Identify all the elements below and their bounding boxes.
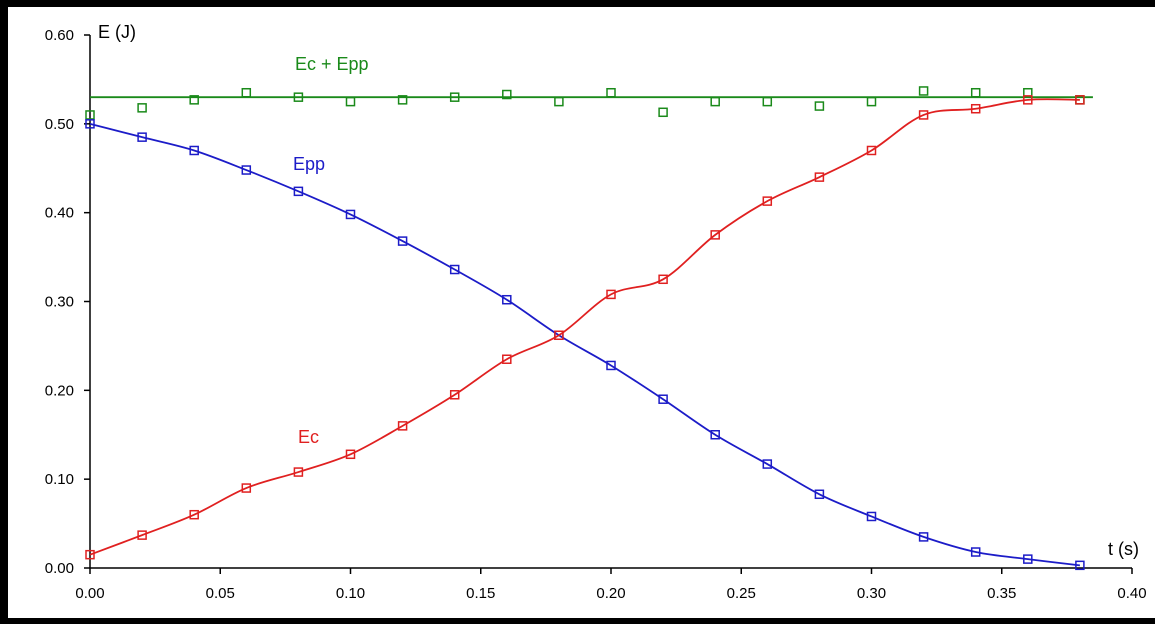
series-0-point xyxy=(1023,87,1033,98)
series-0-point xyxy=(85,110,95,120)
x-tick-label: 0.30 xyxy=(857,585,886,602)
y-tick-label: 0.60 xyxy=(45,27,74,44)
series-0-point xyxy=(658,107,668,118)
x-tick-label: 0.25 xyxy=(727,585,756,602)
series-0-point xyxy=(918,86,929,96)
series-2-point xyxy=(606,289,616,300)
series-1-point xyxy=(189,145,199,156)
series-layer xyxy=(85,86,1093,571)
x-tick-label: 0.40 xyxy=(1117,585,1146,602)
y-ticks: 0.00 0.10 0.20 0.30 0.40 0.50 0.60 xyxy=(45,27,90,577)
series-2 xyxy=(85,95,1085,560)
axes: 0.00 0.05 0.10 0.15 0.20 0.25 0.30 0.35 0.40 0.0… xyxy=(45,27,1147,602)
y-tick-label: 0.00 xyxy=(45,560,74,577)
series-1-point xyxy=(866,511,877,522)
series-1-point xyxy=(345,209,356,220)
series-2-point xyxy=(189,509,199,520)
series-2-point xyxy=(658,274,668,285)
series-1-fit-curve xyxy=(89,122,1081,567)
series-1-point xyxy=(293,186,304,197)
series-0 xyxy=(85,86,1093,120)
series-2-point xyxy=(970,103,981,114)
series-1 xyxy=(85,119,1085,571)
x-tick-label: 0.15 xyxy=(466,585,495,602)
series-0-point xyxy=(502,89,512,100)
series-2-point xyxy=(554,330,564,341)
y-tick-label: 0.30 xyxy=(45,294,74,311)
x-ticks: 0.00 0.05 0.10 0.15 0.20 0.25 0.30 0.35 0.40 xyxy=(75,568,1147,602)
series-2-point xyxy=(345,449,356,460)
series-2-point xyxy=(814,172,825,182)
series-0-point xyxy=(970,87,981,98)
series-1-point xyxy=(137,132,147,142)
series-2-point xyxy=(918,110,929,120)
series-1-point xyxy=(1023,554,1033,564)
series-1-point xyxy=(970,547,981,557)
series-2-point xyxy=(866,145,877,156)
y-tick-label: 0.50 xyxy=(45,116,74,133)
y-tick-label: 0.10 xyxy=(45,471,74,488)
series-2-point xyxy=(502,354,512,364)
series-1-point xyxy=(658,394,668,404)
series-2-point xyxy=(293,467,304,477)
x-tick-label: 0.20 xyxy=(596,585,625,602)
series-2-point xyxy=(449,390,460,400)
series-2-point xyxy=(710,230,720,240)
series-1-point xyxy=(710,430,720,440)
series-1-point xyxy=(241,165,252,175)
series-1-point xyxy=(918,532,929,542)
series-0-point xyxy=(345,96,356,107)
series-1-point xyxy=(397,236,408,246)
series-2-point xyxy=(137,530,147,540)
series-0-point xyxy=(449,92,460,102)
series-1-point xyxy=(762,459,773,469)
y-axis-title: E (J) xyxy=(98,22,136,42)
series-2-point xyxy=(1023,95,1033,105)
series-0-point xyxy=(241,87,252,98)
series-label-ec: Ec xyxy=(298,427,319,447)
series-label-epp: Epp xyxy=(293,154,325,174)
series-2-point xyxy=(85,549,95,560)
series-1-point xyxy=(85,119,95,129)
series-2-point xyxy=(762,196,773,206)
series-1-point xyxy=(502,294,512,305)
x-axis-title: t (s) xyxy=(1108,539,1139,559)
series-1-point xyxy=(814,489,825,500)
y-tick-label: 0.20 xyxy=(45,382,74,399)
series-2-point xyxy=(241,483,252,493)
series-0-point xyxy=(137,103,147,113)
series-2-fit-curve xyxy=(89,98,1080,556)
series-1-point xyxy=(606,360,616,371)
series-2-point xyxy=(1075,95,1085,105)
series-0-point xyxy=(293,92,304,102)
series-1-point xyxy=(1075,560,1085,571)
series-0-point xyxy=(554,96,564,107)
series-0-point xyxy=(762,96,773,107)
x-tick-label: 0.05 xyxy=(206,585,235,602)
series-2-point xyxy=(397,421,408,431)
series-0-point xyxy=(189,95,199,105)
x-tick-label: 0.10 xyxy=(336,585,365,602)
series-0-point xyxy=(606,87,616,98)
series-0-point xyxy=(710,96,720,107)
x-tick-label: 0.00 xyxy=(75,585,104,602)
series-0-point xyxy=(397,95,408,105)
series-1-point xyxy=(449,264,460,275)
y-tick-label: 0.40 xyxy=(45,205,74,222)
series-0-point xyxy=(866,96,877,107)
series-0-point xyxy=(814,101,825,111)
x-tick-label: 0.35 xyxy=(987,585,1016,602)
series-label-total: Ec + Epp xyxy=(295,54,369,74)
